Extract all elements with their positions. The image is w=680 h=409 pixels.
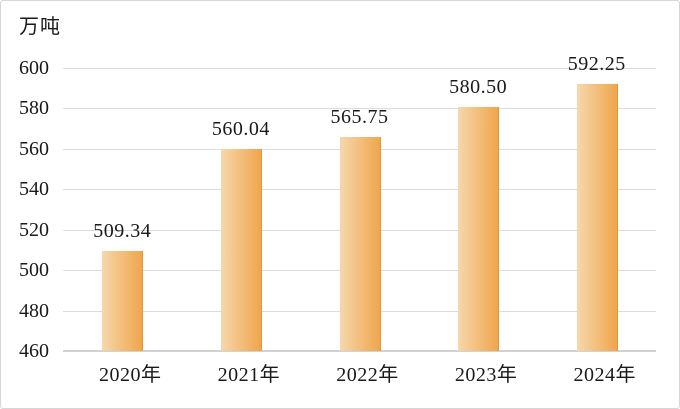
y-axis-tick-label: 580 (19, 97, 49, 120)
bar (102, 251, 144, 351)
y-axis-tick-label: 460 (19, 340, 49, 362)
y-axis-tick-label: 480 (19, 299, 49, 322)
gridline (63, 68, 656, 69)
bar (220, 148, 262, 351)
bar-value-label: 560.04 (211, 117, 270, 140)
bar-value-label: 592.25 (567, 52, 626, 75)
y-axis-tick-label: 560 (19, 137, 49, 160)
bar-value-label: 509.34 (93, 220, 152, 243)
x-axis-tick-label: 2024年 (573, 364, 636, 386)
x-axis-tick-label: 2023年 (454, 364, 518, 386)
bar (576, 83, 618, 351)
x-axis-line (63, 350, 656, 352)
bar-value-label: 580.50 (449, 76, 508, 99)
y-axis-tick-label: 500 (19, 259, 49, 282)
bar (339, 137, 381, 351)
y-axis-tick-label: 520 (19, 218, 49, 241)
x-axis-tick-label: 2022年 (336, 364, 399, 386)
y-axis-unit-label: 万吨 (19, 16, 61, 38)
x-axis-tick-label: 2020年 (99, 364, 162, 386)
gridline (63, 108, 656, 110)
bar (458, 107, 500, 351)
x-axis-tick-label: 2021年 (217, 364, 281, 386)
y-axis-tick-label: 540 (19, 178, 49, 201)
y-axis-tick-label: 600 (19, 57, 49, 79)
bar-value-label: 565.75 (330, 106, 389, 129)
